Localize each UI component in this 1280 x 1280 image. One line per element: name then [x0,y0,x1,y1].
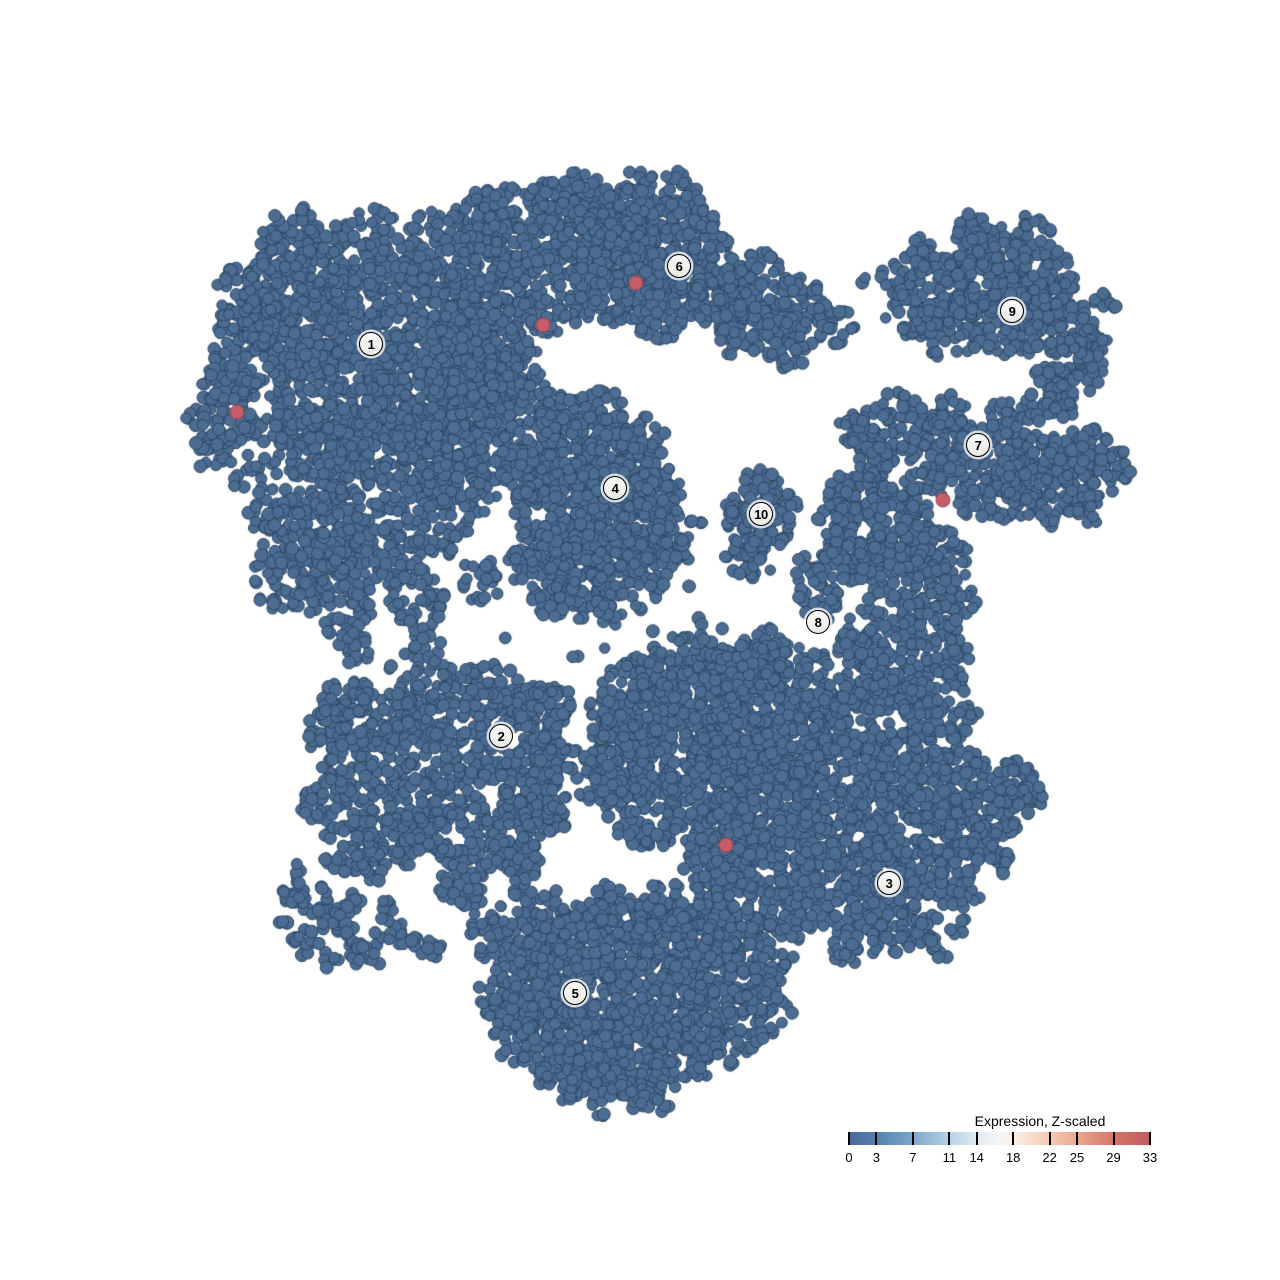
legend-tick-label-33: 33 [1142,1150,1158,1165]
legend-tick-line-3 [875,1132,878,1145]
legend-tick-label-7: 7 [909,1150,917,1165]
legend-tick-line-18 [1012,1132,1015,1145]
legend-tick-label-0: 0 [845,1150,853,1165]
legend-tick-label-14: 14 [969,1150,984,1165]
legend-tick-label-3: 3 [872,1150,880,1165]
legend-tick-label-18: 18 [1005,1150,1021,1165]
legend-tick-line-22 [1048,1132,1051,1145]
legend-tick-line-7 [911,1132,914,1145]
legend-tick-label-22: 22 [1042,1150,1057,1165]
legend-colorbar [849,1132,1150,1145]
legend-tick-line-29 [1112,1132,1115,1145]
legend-title: Expression, Z-scaled [974,1113,1106,1129]
legend-tick-label-25: 25 [1069,1150,1085,1165]
legend-tick-label-11: 11 [942,1150,957,1165]
legend-tick-line-25 [1076,1132,1079,1145]
legend-tick-line-14 [975,1132,978,1145]
legend-tick-line-0 [848,1132,850,1145]
legend-tick-line-11 [948,1132,951,1145]
legend-tick-line-33 [1149,1132,1151,1145]
legend-tick-label-29: 29 [1106,1150,1121,1165]
